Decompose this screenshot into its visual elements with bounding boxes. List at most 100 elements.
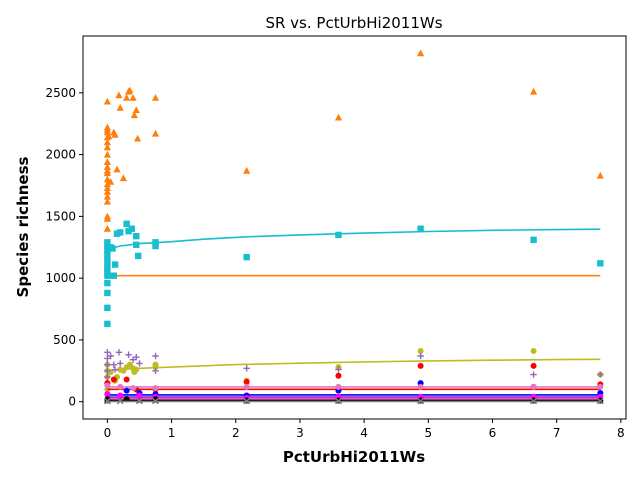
series-1-point-0 — [104, 239, 111, 246]
series-0-point-26 — [115, 91, 123, 99]
chart-title: SR vs. PctUrbHi2011Ws — [265, 14, 442, 32]
series-0-point-16 — [103, 192, 111, 200]
series-1-point-8 — [104, 272, 111, 279]
series-0-point-22 — [107, 178, 115, 185]
series-0-point-13 — [103, 180, 111, 188]
series-0-point-40 — [417, 49, 425, 57]
series-3-point-2 — [104, 361, 111, 368]
series-1-point-2 — [104, 246, 111, 253]
series-0-point-7 — [103, 150, 111, 158]
series-10-point-5 — [335, 397, 342, 405]
series-1-point-3 — [104, 251, 111, 258]
series-3-point-12 — [133, 354, 140, 361]
series-1-point-10 — [104, 289, 111, 297]
series-0-point-36 — [151, 94, 160, 101]
y-tick-label-3: 1500 — [45, 209, 76, 223]
series-1 — [104, 220, 604, 328]
series-1-point-4 — [104, 256, 111, 263]
series-2-point-16 — [152, 364, 159, 371]
series-2-fit-line — [106, 358, 601, 377]
series-0-point-8 — [103, 158, 111, 165]
x-tick-label-0: 0 — [104, 426, 112, 440]
series-1-point-22 — [133, 232, 140, 240]
series-1-point-6 — [104, 265, 111, 272]
series-1-point-14 — [109, 245, 116, 252]
series-3-point-14 — [152, 352, 159, 360]
series-3-point-8 — [115, 349, 123, 356]
y-tick-label-2: 1000 — [45, 271, 76, 285]
series-10-point-7 — [530, 397, 537, 405]
series-4-point-6 — [335, 372, 342, 379]
series-0-point-29 — [123, 94, 131, 101]
series-1-point-9 — [104, 279, 111, 287]
series-6-point-0 — [104, 382, 111, 389]
series-1-fit-line — [106, 228, 601, 257]
x-tick-label-2: 2 — [232, 426, 240, 440]
series-3-point-10 — [125, 351, 132, 358]
series-0-point-32 — [129, 94, 137, 101]
series-3-point-6 — [110, 361, 118, 368]
series-1-point-29 — [417, 225, 424, 232]
y-tick-label-1: 500 — [53, 333, 76, 347]
series-10 — [104, 397, 604, 405]
series-1-point-11 — [104, 304, 111, 312]
series-0-point-14 — [103, 184, 111, 191]
series-3-point-0 — [104, 349, 111, 356]
series-4-point-7 — [417, 362, 424, 369]
series-6-point-8 — [597, 383, 604, 390]
x-tick-label-4: 4 — [360, 426, 368, 440]
series-10-point-2 — [136, 397, 143, 405]
series-1-point-21 — [128, 225, 135, 232]
series-0-point-6 — [103, 143, 111, 151]
series-2-point-14 — [133, 366, 140, 373]
x-tick-label-6: 6 — [489, 426, 497, 440]
series-0-point-5 — [103, 138, 111, 146]
series-3-point-11 — [129, 356, 137, 363]
series-2-point-20 — [530, 348, 537, 355]
series-6-point-1 — [117, 383, 124, 390]
series-0-point-31 — [126, 86, 134, 94]
series-1-point-23 — [133, 241, 140, 248]
series-3-point-7 — [111, 366, 119, 373]
series-10-point-0 — [104, 397, 111, 405]
series-0-point-38 — [243, 166, 251, 174]
plot-area — [103, 49, 604, 405]
series-3-point-4 — [104, 373, 111, 381]
series-2-point-19 — [417, 348, 424, 355]
series-0-point-24 — [111, 131, 119, 138]
series-3-point-20 — [597, 371, 604, 378]
plot-frame — [82, 35, 627, 420]
series-10-point-8 — [597, 397, 604, 405]
series-6-point-7 — [530, 383, 537, 390]
series-8-point-1 — [117, 392, 124, 399]
series-0-point-25 — [113, 165, 121, 173]
series-3-point-5 — [107, 352, 114, 360]
series-6-point-2 — [130, 385, 137, 392]
series-0-point-15 — [103, 187, 111, 195]
series-8-point-0 — [104, 391, 111, 398]
series-0-point-33 — [130, 111, 138, 119]
series-0-point-17 — [103, 197, 111, 205]
series-0-point-11 — [103, 169, 111, 177]
series-0-point-12 — [103, 175, 111, 183]
series-0-point-39 — [334, 113, 343, 121]
series-3-point-16 — [243, 365, 250, 372]
series-1-point-5 — [104, 261, 111, 268]
series-3-point-13 — [136, 360, 143, 367]
y-tick-label-5: 2500 — [45, 86, 76, 100]
series-0-point-19 — [103, 215, 111, 222]
series-0-point-0 — [103, 97, 111, 105]
series-4-point-8 — [530, 362, 537, 369]
series-5-point-1 — [123, 387, 130, 394]
series-4-point-2 — [123, 376, 130, 383]
x-tick-label-8: 8 — [617, 426, 625, 440]
series-0-point-41 — [530, 87, 538, 95]
series-10-point-1 — [116, 397, 124, 405]
series-0-point-37 — [151, 129, 160, 137]
series-6-point-4 — [243, 383, 250, 390]
series-1-point-15 — [110, 272, 118, 279]
series-0-point-28 — [119, 174, 127, 182]
y-tick-label-0: 0 — [68, 395, 76, 409]
series-10-point-6 — [417, 397, 424, 405]
